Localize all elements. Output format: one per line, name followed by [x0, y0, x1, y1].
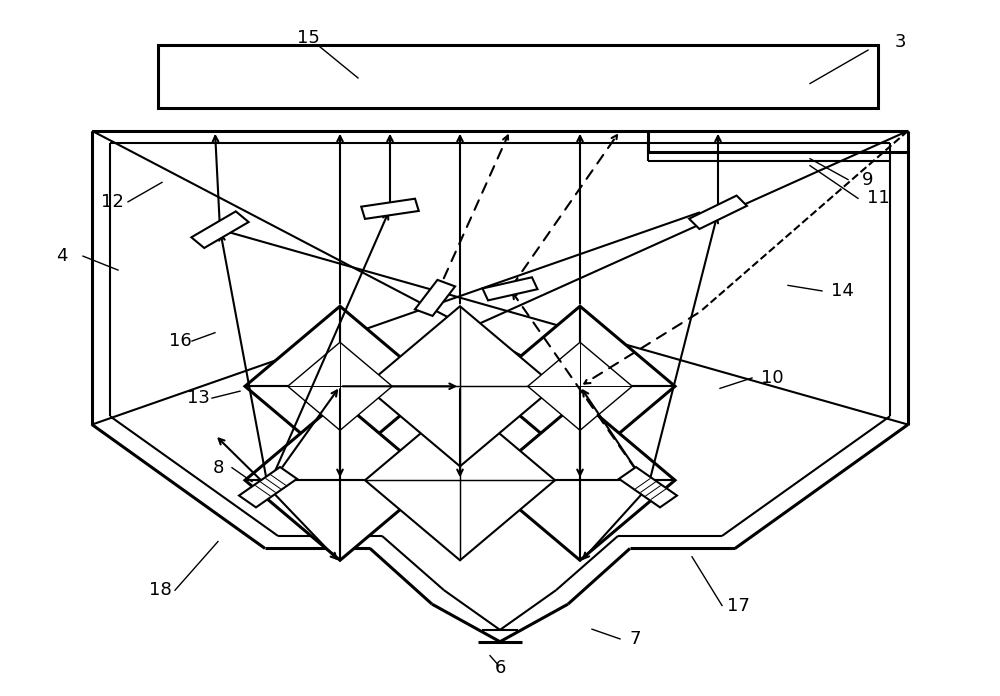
Polygon shape	[485, 400, 675, 560]
Polygon shape	[191, 212, 249, 248]
Text: 10: 10	[761, 369, 783, 387]
Polygon shape	[361, 198, 419, 219]
Polygon shape	[365, 306, 555, 466]
Polygon shape	[619, 467, 677, 507]
Text: 8: 8	[212, 459, 224, 477]
Text: 11: 11	[867, 189, 889, 207]
Polygon shape	[528, 342, 632, 430]
Text: 9: 9	[862, 171, 874, 189]
Text: 12: 12	[101, 193, 123, 211]
Text: 15: 15	[297, 29, 319, 47]
Polygon shape	[365, 400, 555, 560]
Polygon shape	[245, 400, 435, 560]
Polygon shape	[245, 306, 435, 466]
Text: 16: 16	[169, 332, 191, 350]
Polygon shape	[415, 280, 455, 316]
Text: 4: 4	[56, 247, 68, 265]
Text: 13: 13	[187, 389, 209, 407]
Polygon shape	[689, 196, 747, 229]
Polygon shape	[158, 45, 878, 108]
Text: 14: 14	[831, 282, 853, 300]
Polygon shape	[239, 467, 297, 507]
Text: 18: 18	[149, 581, 171, 599]
Text: 6: 6	[494, 659, 506, 677]
Text: 3: 3	[894, 33, 906, 51]
Polygon shape	[482, 277, 538, 301]
Polygon shape	[485, 306, 675, 466]
Text: 17: 17	[727, 596, 749, 615]
Text: 7: 7	[629, 630, 641, 648]
Polygon shape	[288, 342, 392, 430]
